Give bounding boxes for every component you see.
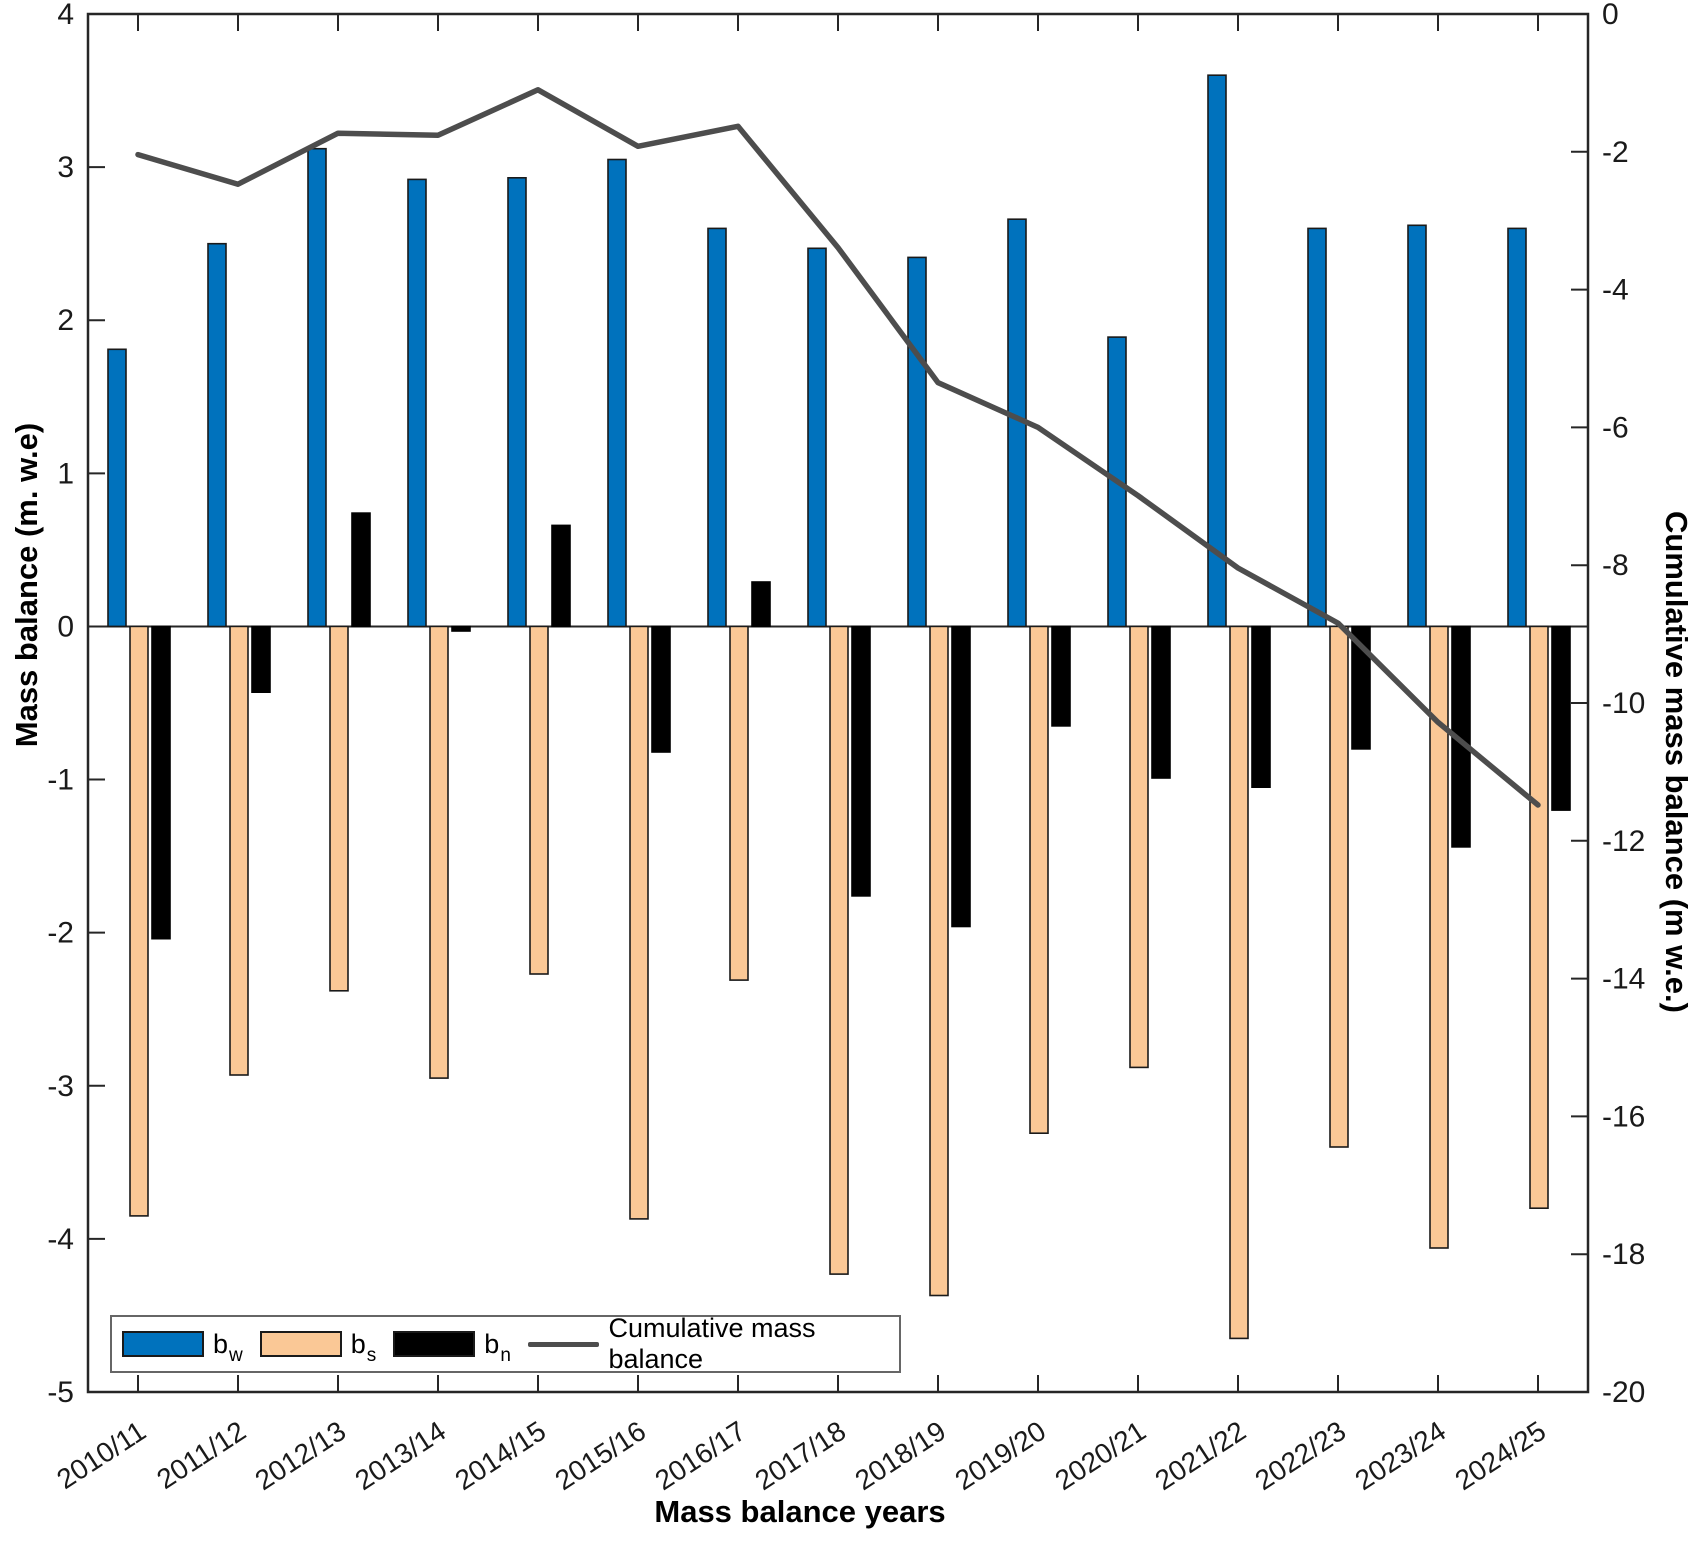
left-tick-label: -2 [47,917,74,950]
right-tick-label: -6 [1602,411,1629,444]
right-tick-label: -2 [1602,136,1629,169]
bar-bn [351,512,371,628]
x-tick-label: 2010/11 [51,1415,151,1495]
bar-bs [1129,625,1149,1069]
left-tick-label: -4 [47,1223,74,1256]
left-axis-title: Mass balance (m. w.e) [9,422,44,748]
bar-bs [1529,625,1549,1210]
bar-bw [107,348,127,628]
right-tick-label: -14 [1602,963,1645,996]
left-tick-label: -1 [47,764,74,797]
legend-label-bw: bw [213,1328,243,1366]
right-tick-label: -8 [1602,549,1629,582]
x-tick-label: 2014/15 [449,1415,551,1496]
bar-bs [629,625,649,1220]
right-tick-label: -18 [1602,1238,1645,1271]
cumulative-line-sample [527,1341,600,1347]
bar-bw [607,158,627,628]
x-tick-label: 2016/17 [649,1415,751,1496]
left-tick-label: 1 [57,457,74,490]
bar-bw [1407,224,1427,628]
bar-bs [929,625,949,1297]
legend-item-bw: bw [122,1328,243,1366]
bar-bw [707,227,727,628]
legend-item-cumulative: Cumulative mass balance [527,1313,885,1375]
bw-swatch [122,1331,204,1357]
right-axis-title: Cumulative mass balance (m w.e.) [1659,511,1694,1013]
right-tick-label: -16 [1602,1100,1645,1133]
bar-bn [1151,625,1171,779]
bar-bw [807,247,827,628]
bar-bs [1029,625,1049,1135]
legend-label-cumulative: Cumulative mass balance [608,1313,816,1374]
bar-bn [451,625,471,632]
x-tick-label: 2021/22 [1149,1415,1251,1496]
cumulative-mass-balance-line [135,87,1541,808]
bar-bn [1551,625,1571,811]
bar-bw [507,177,527,628]
left-tick-label: 3 [57,151,74,184]
bar-bw [1307,227,1327,628]
bar-bn [1251,625,1271,789]
x-tick-label: 2020/21 [1049,1415,1151,1496]
bar-bn [551,524,571,628]
bar-bn [851,625,871,897]
bs-swatch [259,1331,342,1357]
bar-bn [651,625,671,753]
bar-bn [1351,625,1371,750]
bar-bs [429,625,449,1079]
bar-bs [1429,625,1449,1249]
bar-bs [829,625,849,1275]
bar-bn [751,581,771,628]
x-tick-label: 2011/12 [151,1415,251,1495]
x-axis-title: Mass balance years [654,1494,946,1529]
legend-label-bn: bn [484,1328,511,1366]
right-tick-label: 0 [1602,0,1619,31]
legend-item-bn: bn [393,1328,511,1366]
x-tick-label: 2022/23 [1249,1415,1351,1496]
x-tick-label: 2017/18 [749,1415,851,1496]
left-tick-label: -5 [47,1376,74,1409]
bar-bw [1207,74,1227,628]
x-tick-label: 2013/14 [349,1415,451,1496]
left-tick-label: -3 [47,1070,74,1103]
legend-label-bs: bs [350,1328,377,1366]
x-tick-label: 2023/24 [1349,1415,1451,1496]
bar-bs [1329,625,1349,1148]
bar-bs [329,625,349,992]
x-tick-label: 2019/20 [949,1415,1051,1496]
bar-bw [907,256,927,628]
left-tick-label: 2 [57,304,74,337]
bar-bw [307,147,327,628]
bar-bn [951,625,971,928]
bar-bs [729,625,749,981]
bar-bs [1229,625,1249,1340]
right-tick-label: -20 [1602,1376,1645,1409]
x-tick-label: 2015/16 [549,1415,651,1496]
bar-bs [529,625,549,975]
legend-item-bs: bs [259,1328,377,1366]
right-tick-label: -10 [1602,687,1645,720]
bar-bw [1507,227,1527,628]
x-tick-label: 2018/19 [849,1415,951,1496]
bn-swatch [393,1331,476,1357]
left-tick-label: 4 [57,0,74,31]
right-tick-label: -4 [1602,274,1629,307]
x-tick-label: 2012/13 [249,1415,351,1496]
x-tick-label: 2024/25 [1449,1415,1551,1496]
left-tick-label: 0 [57,610,74,643]
bar-bs [129,625,149,1217]
bar-bw [207,242,227,628]
legend-box: bw bs bn Cumulative mass balance [110,1313,901,1375]
right-tick-label: -12 [1602,825,1645,858]
bar-bw [407,178,427,628]
bar-bn [251,625,271,694]
bar-bn [1051,625,1071,727]
bar-bn [151,625,171,940]
bar-bs [229,625,249,1076]
